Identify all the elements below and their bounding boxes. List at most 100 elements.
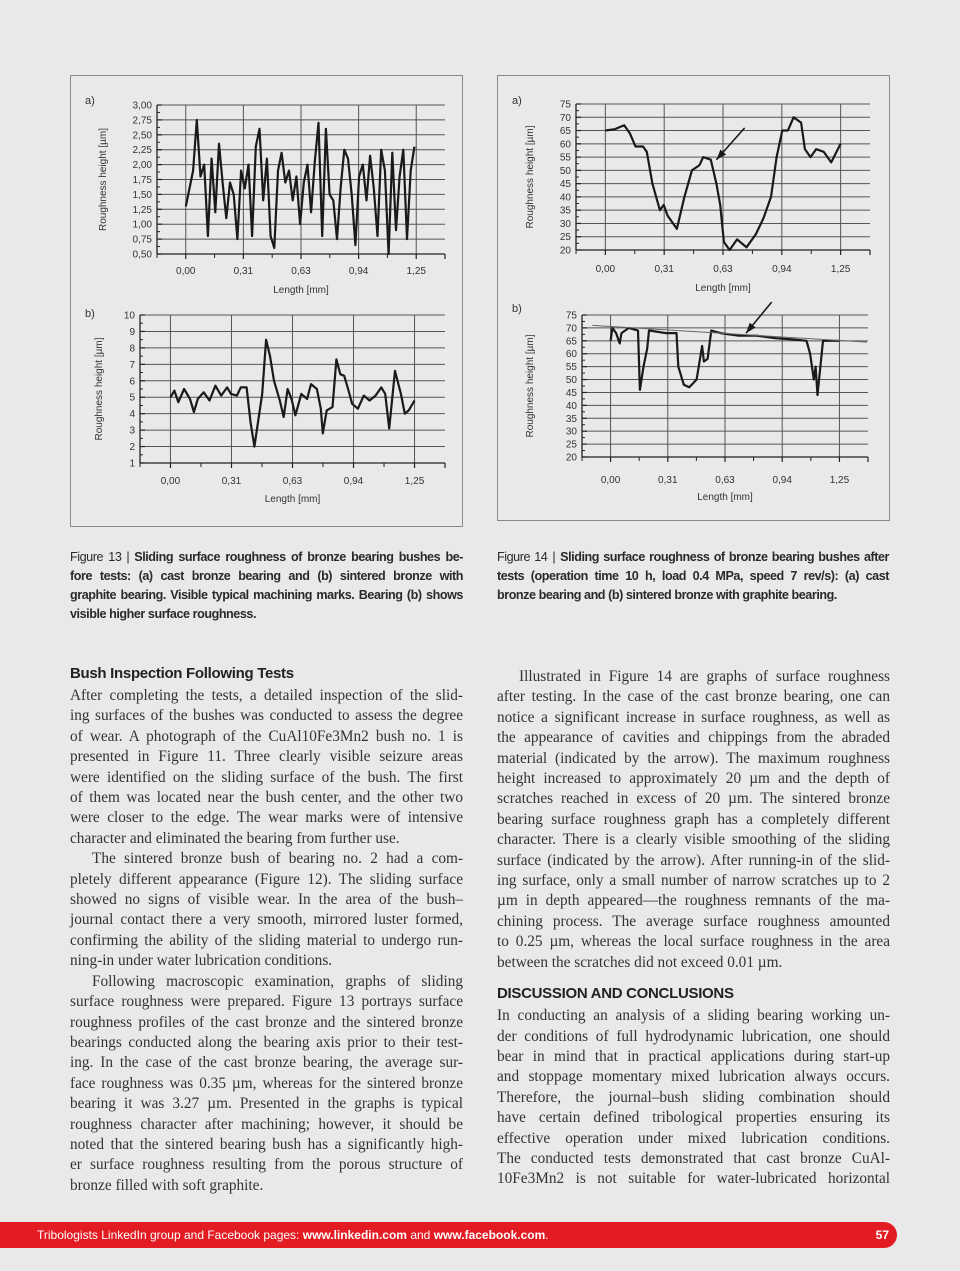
- panel-label: a): [85, 95, 95, 107]
- text-line: of them was located near the bush center…: [70, 789, 463, 807]
- paragraph: Illustrated in Figure 14 are graphs of s…: [497, 667, 890, 973]
- text-line: er surface roughness resulting from the …: [70, 1156, 463, 1174]
- x-tick-label: 0,63: [713, 264, 733, 275]
- x-tick-label: 0,00: [161, 476, 181, 487]
- figure-13-caption: Figure 13 | Sliding surface roughness of b…: [70, 548, 463, 624]
- footer-text: Tribologists LinkedIn group and Facebook…: [37, 1222, 549, 1248]
- facebook-link[interactable]: www.facebook.com: [433, 1228, 546, 1242]
- y-axis-label: Roughness height [µm]: [525, 125, 536, 228]
- caption-line: bronze bearing and (b) sintered bronze w…: [497, 588, 837, 602]
- paragraph: Following macroscopic examination, graph…: [70, 972, 463, 1196]
- caption-line: Figure 14 | Sliding surface roughness of b…: [497, 548, 889, 567]
- trend-line: [592, 324, 867, 343]
- y-tick-label: 25: [560, 232, 572, 243]
- x-tick-label: 1,25: [830, 475, 850, 486]
- panel-label: b): [85, 308, 95, 320]
- text-line: showed no signs of visible wear. In the …: [70, 891, 463, 909]
- y-tick-label: 35: [560, 206, 572, 217]
- chart-panel-1: 1 2 3 4 5 6 7 8 9 10 0,00 0,31 0,63 0,94 1,25 Length [m…: [85, 308, 446, 505]
- paragraph: After completing the tests, a detailed i…: [70, 686, 463, 849]
- text-line: Following macroscopic examination, graph…: [92, 972, 463, 990]
- linkedin-link[interactable]: www.linkedin.com: [302, 1228, 407, 1242]
- y-tick-label: 2,75: [133, 115, 153, 126]
- y-tick-label: 65: [566, 336, 578, 347]
- text-line: pletely different appearance (Figure 12)…: [70, 870, 463, 888]
- x-tick-label: 0,31: [658, 475, 678, 486]
- y-tick-label: 0,75: [133, 235, 153, 246]
- x-tick-label: 1,25: [405, 476, 425, 487]
- text-line: ning-in under water lubrication conditio…: [70, 952, 333, 970]
- roughness-profile-line: [169, 338, 416, 448]
- y-tick-label: 50: [560, 166, 572, 177]
- text-line: and stoppage momentary mixed lubrication…: [497, 1068, 890, 1086]
- y-tick-label: 2: [129, 442, 135, 453]
- y-tick-label: 1,50: [133, 190, 153, 201]
- y-tick-label: 8: [129, 343, 135, 354]
- figure-label: Figure 13: [70, 550, 122, 564]
- text-line: face roughness was 0.35 µm, whereas for …: [70, 1074, 463, 1092]
- y-tick-label: 60: [560, 139, 572, 150]
- right-column: Illustrated in Figure 14 are graphs of s…: [497, 667, 890, 1190]
- y-tick-label: 40: [566, 401, 578, 412]
- y-axis-label: Roughness height [µm]: [94, 337, 105, 440]
- text-line: have certain defined tribological proper…: [497, 1109, 890, 1127]
- caption-line: visible higher surface roughness.: [70, 607, 257, 621]
- text-line: the appearance of cavities and chippings…: [497, 729, 890, 747]
- text-line: After completing the tests, a detailed i…: [70, 687, 463, 704]
- text-line: µm in depth appeared—the roughness remna…: [497, 892, 890, 910]
- y-tick-label: 65: [560, 126, 572, 137]
- roughness-profile-line: [609, 326, 840, 397]
- y-tick-label: 55: [566, 362, 578, 373]
- y-tick-label: 1,75: [133, 175, 153, 186]
- y-tick-label: 25: [566, 440, 578, 451]
- text-line: notice a significant increase in surface…: [497, 708, 890, 726]
- text-line: The conducted tests demonstrated that ca…: [497, 1149, 890, 1167]
- y-tick-label: 3,00: [133, 101, 153, 112]
- text-line: 10Fe3Mn2 is not suitable for water-lubri…: [497, 1170, 890, 1188]
- text-line: The sintered bronze bush of bearing no. …: [92, 850, 463, 868]
- text-line: ing. In the case of the cast bronze bear…: [70, 1054, 463, 1072]
- paragraph: The sintered bronze bush of bearing no. …: [70, 849, 463, 971]
- text-line: character. There is a clearly visible sm…: [497, 831, 890, 849]
- caption-text: Sliding surface roughness of bronze bear…: [560, 550, 889, 564]
- y-tick-label: 45: [560, 179, 572, 190]
- y-axis-label: Roughness height [µm]: [525, 334, 536, 437]
- x-tick-label: 0,00: [601, 475, 621, 486]
- roughness-profile-line: [184, 118, 416, 256]
- text-line: confirming the ability of the sliding ma…: [70, 931, 463, 949]
- y-tick-label: 1,00: [133, 220, 153, 231]
- text-line: noted that the sintered bearing bush has…: [70, 1135, 463, 1153]
- text-line: bearing it was 3.27 µm. Presented in the…: [70, 1095, 463, 1113]
- x-tick-label: 0,63: [715, 475, 735, 486]
- caption-separator: |: [126, 550, 130, 564]
- panel-label: b): [512, 303, 522, 315]
- x-axis-label: Length [mm]: [265, 494, 321, 505]
- y-axis-label: Roughness height [µm]: [98, 128, 109, 231]
- figure-14-frame: [497, 75, 890, 521]
- arrow-head-icon: [716, 149, 727, 160]
- y-tick-label: 2,25: [133, 145, 153, 156]
- text-line: bearings conducted along the bearing axi…: [70, 1033, 463, 1051]
- text-line: Therefore, the journal–bush sliding comb…: [497, 1088, 890, 1106]
- caption-line: Figure 13 | Sliding surface roughness of b…: [70, 548, 463, 567]
- figure-13-frame: [70, 75, 463, 527]
- x-tick-label: 0,00: [176, 266, 196, 277]
- text-line: ing surfaces of the bushes was conducted…: [70, 707, 463, 725]
- x-tick-label: 0,94: [344, 476, 364, 487]
- y-tick-label: 4: [129, 409, 135, 420]
- y-tick-label: 9: [129, 327, 135, 338]
- text-line: height increased to approximately 20 µm …: [497, 770, 890, 788]
- y-tick-label: 70: [566, 323, 578, 334]
- caption-text: Sliding surface roughness of bronze bear…: [134, 550, 464, 564]
- y-tick-label: 7: [129, 360, 135, 371]
- section-heading-discussion: DISCUSSION AND CONCLUSIONS: [497, 985, 734, 1003]
- y-tick-label: 50: [566, 375, 578, 386]
- y-tick-label: 2,00: [133, 160, 153, 171]
- text-line: roughness character after machining; how…: [70, 1115, 463, 1133]
- text-line: scratches reached in excess of 20 µm. Th…: [497, 790, 890, 808]
- footer-end: .: [545, 1228, 549, 1242]
- text-line: to 0.25 µm, whereas the local surface ro…: [497, 933, 890, 951]
- text-line: were identified on the sliding surface o…: [70, 768, 463, 786]
- x-axis-label: Length [mm]: [695, 283, 751, 294]
